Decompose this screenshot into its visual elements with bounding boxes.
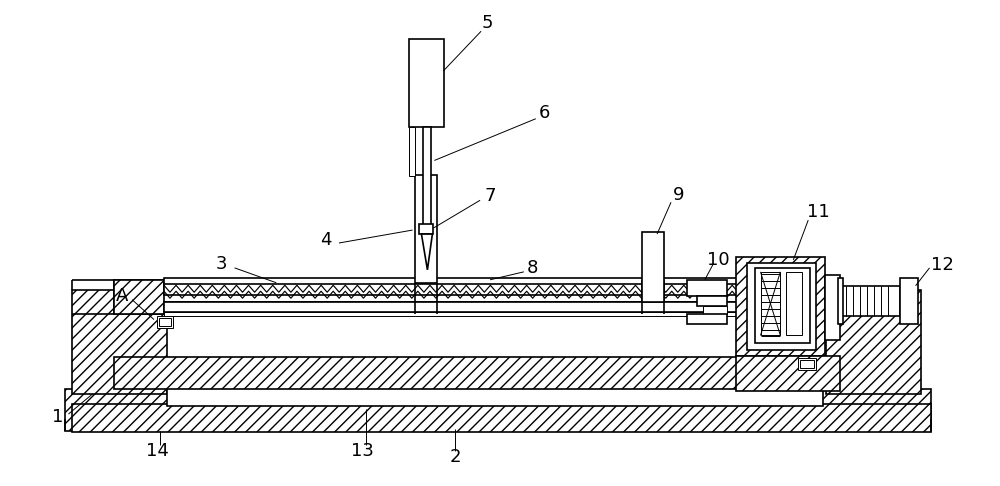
Bar: [72, 290, 167, 394]
Text: A: A: [116, 287, 128, 305]
Bar: [768, 280, 820, 313]
Bar: [114, 280, 164, 313]
Bar: [114, 302, 820, 313]
Bar: [159, 317, 171, 326]
Text: 3: 3: [216, 255, 227, 273]
Bar: [157, 315, 173, 328]
Polygon shape: [421, 234, 432, 270]
Text: 11: 11: [807, 203, 830, 221]
Bar: [821, 389, 931, 431]
Bar: [164, 283, 768, 295]
Bar: [747, 263, 816, 350]
Text: 10: 10: [707, 251, 730, 269]
Bar: [114, 280, 820, 302]
Bar: [761, 272, 780, 335]
Bar: [736, 356, 840, 391]
Bar: [703, 306, 727, 313]
Bar: [840, 286, 900, 315]
Text: 14: 14: [146, 442, 168, 460]
Bar: [409, 39, 444, 127]
Bar: [838, 278, 843, 324]
Bar: [786, 272, 802, 335]
Text: 8: 8: [527, 259, 538, 277]
Bar: [164, 302, 768, 312]
Text: 5: 5: [481, 14, 493, 32]
Bar: [687, 280, 727, 295]
Text: 13: 13: [351, 442, 374, 460]
Bar: [114, 357, 820, 389]
Text: 9: 9: [673, 186, 685, 204]
Text: 12: 12: [931, 256, 954, 274]
Text: 7: 7: [484, 187, 496, 205]
Bar: [736, 257, 825, 356]
Bar: [800, 360, 814, 368]
Bar: [167, 386, 823, 406]
Bar: [755, 268, 810, 344]
Bar: [826, 290, 921, 394]
Bar: [697, 295, 727, 306]
Bar: [642, 232, 664, 302]
Bar: [164, 278, 768, 284]
Bar: [164, 312, 768, 315]
Text: 1: 1: [52, 408, 63, 426]
Bar: [419, 224, 433, 234]
Bar: [687, 313, 727, 324]
Bar: [798, 358, 816, 370]
Bar: [409, 127, 415, 176]
Bar: [415, 175, 437, 283]
Bar: [72, 404, 931, 432]
Bar: [65, 389, 174, 431]
Bar: [900, 278, 918, 324]
Text: 4: 4: [320, 231, 332, 249]
Bar: [825, 275, 840, 340]
Text: 6: 6: [539, 104, 550, 122]
Bar: [423, 127, 431, 226]
Text: 2: 2: [450, 448, 461, 466]
